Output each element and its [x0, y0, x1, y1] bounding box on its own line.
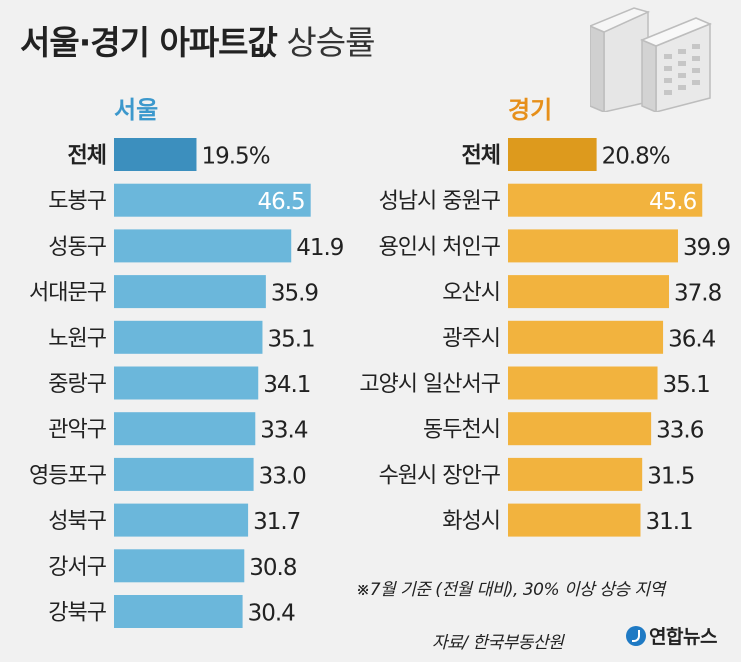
gyeonggi-value-label: 39.9	[683, 235, 731, 261]
seoul-category-label: 중랑구	[48, 372, 106, 397]
seoul-bar	[114, 229, 292, 263]
seoul-category-label: 강북구	[48, 601, 106, 626]
seoul-value-label: 33.0	[259, 463, 307, 489]
seoul-bar	[114, 549, 245, 583]
gyeonggi-bar	[508, 503, 641, 537]
seoul-value-label: 33.4	[260, 418, 308, 444]
seoul-value-label: 31.7	[253, 509, 300, 535]
seoul-value-label: 46.5	[257, 189, 304, 215]
seoul-bar	[114, 503, 249, 537]
news-logo: 연합뉴스	[626, 622, 717, 649]
gyeonggi-value-label: 31.1	[645, 509, 692, 535]
source-note: 자료/ 한국부동산원	[432, 633, 564, 653]
seoul-value-label: 19.5%	[201, 144, 269, 170]
seoul-bar	[114, 320, 263, 354]
seoul-value-label: 30.4	[248, 601, 296, 627]
gyeonggi-category-label: 용인시 처인구	[379, 235, 501, 260]
gyeonggi-category-label: 고양시 일산서구	[359, 372, 500, 397]
gyeonggi-category-label: 성남시 중원구	[379, 189, 501, 214]
seoul-category-label: 도봉구	[48, 189, 106, 214]
gyeonggi-bar	[508, 138, 597, 171]
logo-text: 연합뉴스	[649, 626, 717, 648]
gyeonggi-bar	[508, 412, 652, 446]
title-main: 서울·경기 아파트값	[20, 23, 278, 62]
seoul-value-label: 41.9	[296, 235, 344, 261]
gyeonggi-category-label: 광주시	[442, 326, 500, 351]
seoul-bar	[114, 366, 259, 400]
seoul-category-label: 성동구	[48, 235, 106, 260]
gyeonggi-category-label: 수원시 장안구	[379, 463, 501, 488]
gyeonggi-bar	[508, 320, 664, 354]
gyeonggi-bar	[508, 457, 643, 491]
seoul-value-label: 34.1	[263, 372, 310, 398]
title-sub: 상승률	[286, 23, 375, 62]
apartment-building-icon	[590, 7, 712, 112]
seoul-category-label: 노원구	[48, 326, 106, 351]
gyeonggi-category-label: 동두천시	[423, 418, 500, 443]
seoul-bar	[114, 138, 197, 171]
seoul-category-label: 강서구	[48, 555, 106, 580]
gyeonggi-category-label: 전체	[462, 144, 500, 169]
gyeonggi-panel-title: 경기	[508, 96, 552, 124]
gyeonggi-bar	[508, 183, 703, 217]
gyeonggi-value-label: 31.5	[647, 463, 694, 489]
gyeonggi-bar	[508, 275, 670, 309]
seoul-panel-title: 서울	[114, 96, 158, 124]
seoul-bar	[114, 275, 266, 309]
gyeonggi-bar	[508, 366, 658, 400]
gyeonggi-value-label: 37.8	[674, 281, 722, 307]
footnote: ※7월 기준 (전월 대비), 30% 이상 상승 지역	[356, 580, 665, 600]
seoul-category-label: 전체	[68, 144, 106, 169]
seoul-category-label: 성북구	[48, 509, 106, 534]
gyeonggi-value-label: 35.1	[663, 372, 710, 398]
seoul-bar	[114, 595, 243, 628]
gyeonggi-value-label: 36.4	[668, 326, 716, 352]
page-title: 서울·경기 아파트값 상승률	[20, 16, 376, 64]
logo-icon	[626, 625, 646, 646]
seoul-category-label: 관악구	[48, 418, 106, 443]
gyeonggi-value-label: 45.6	[649, 189, 697, 215]
seoul-category-label: 서대문구	[29, 281, 107, 306]
gyeonggi-value-label: 20.8%	[602, 144, 670, 170]
seoul-category-label: 영등포구	[29, 463, 107, 488]
seoul-value-label: 35.9	[271, 281, 319, 307]
gyeonggi-category-label: 오산시	[442, 281, 500, 306]
gyeonggi-category-label: 화성시	[442, 509, 500, 534]
seoul-value-label: 35.1	[267, 326, 314, 352]
gyeonggi-value-label: 33.6	[656, 418, 704, 444]
seoul-bar	[114, 412, 256, 446]
gyeonggi-bar	[508, 229, 678, 263]
seoul-bar	[114, 183, 311, 217]
seoul-value-label: 30.8	[249, 555, 297, 581]
seoul-bar	[114, 457, 254, 491]
